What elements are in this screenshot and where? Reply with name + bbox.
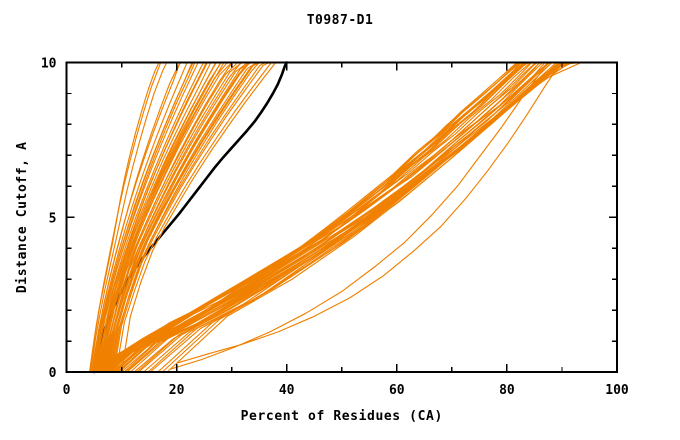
prediction-curve [102, 61, 233, 373]
prediction-curve [94, 61, 196, 373]
x-axis-tick-label: 20 [169, 383, 185, 398]
prediction-curve [100, 61, 225, 373]
x-axis-tick-label: 100 [605, 383, 629, 398]
prediction-curve [170, 61, 549, 370]
x-axis-title: Percent of Residues (CA) [241, 409, 443, 424]
prediction-curve [105, 61, 242, 373]
prediction-curve [125, 61, 559, 373]
prediction-curve [98, 61, 217, 373]
prediction-curve [90, 61, 168, 373]
y-axis-tick-label: 5 [49, 211, 57, 226]
prediction-curve [114, 61, 549, 373]
prediction-curve [177, 61, 562, 364]
curves-layer [89, 61, 582, 374]
prediction-curve [92, 61, 193, 373]
y-axis-tick-label: 10 [41, 57, 57, 72]
prediction-curve [89, 61, 162, 373]
axes-layer [65, 61, 618, 373]
prediction-curve [96, 61, 207, 373]
prediction-curve [113, 61, 270, 373]
y-axis-title: Distance Cutoff, A [15, 141, 30, 293]
prediction-curve [109, 61, 257, 373]
prediction-curve [95, 61, 205, 373]
x-axis-tick-label: 60 [389, 383, 405, 398]
prediction-curve [99, 61, 526, 373]
prediction-curve [101, 61, 528, 373]
prediction-curve [99, 61, 222, 373]
prediction-curve [96, 61, 518, 373]
prediction-curve [147, 61, 567, 373]
prediction-curve [115, 61, 272, 373]
prediction-curve [107, 61, 251, 373]
prediction-curve [117, 61, 551, 373]
prediction-curve [111, 61, 260, 373]
y-axis-tick-label: 0 [49, 366, 57, 381]
prediction-curve [92, 61, 188, 373]
x-axis-tick-label: 40 [279, 383, 295, 398]
prediction-curve [161, 61, 566, 373]
prediction-curve [106, 61, 249, 373]
x-axis-tick-label: 0 [63, 383, 71, 398]
prediction-curve [105, 61, 249, 373]
prediction-curve [96, 61, 522, 373]
prediction-curve [107, 61, 537, 373]
prediction-curve [120, 61, 277, 373]
axis-labels-layer: 0 20 40 60 80 100 0 5 10 Percent of Residues (CA)… [15, 57, 629, 425]
page-title: T0987-D1 [306, 13, 374, 28]
prediction-curve [91, 61, 181, 373]
x-axis-tick-label: 80 [499, 383, 515, 398]
